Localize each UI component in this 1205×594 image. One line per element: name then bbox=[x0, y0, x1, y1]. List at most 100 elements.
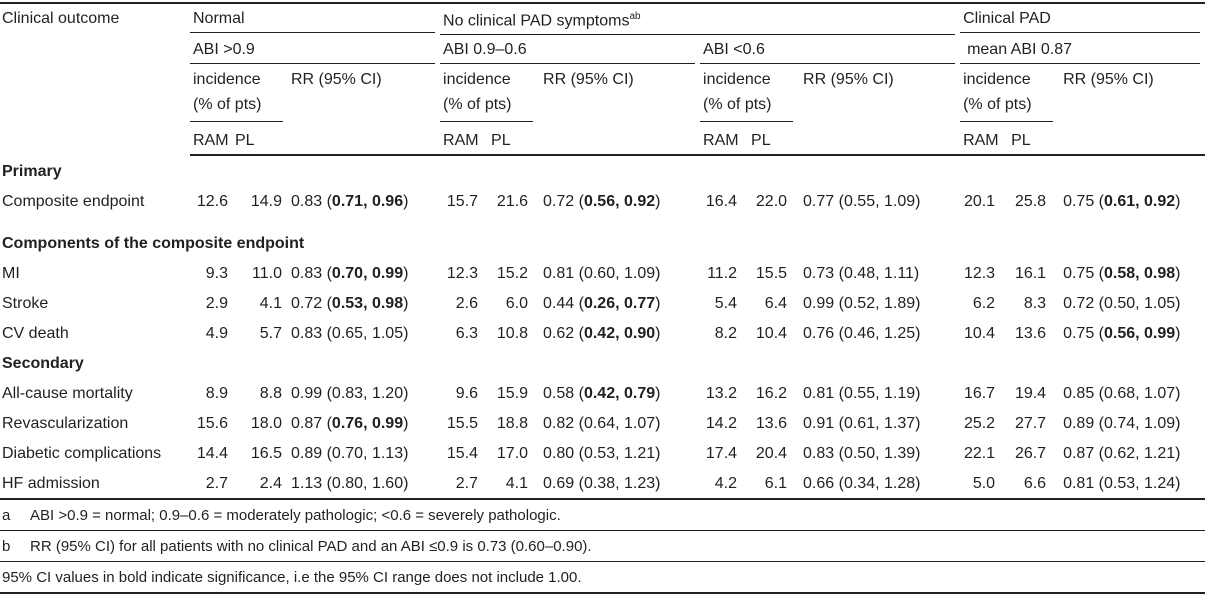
rr-text: 0.72 ( bbox=[291, 294, 332, 312]
data-row: MI 9.3 11.0 0.83 (0.70, 0.99) 12.3 15.2 0.81 (… bbox=[0, 258, 1205, 288]
rr-value: 0.83 (0.50, 1.39) bbox=[803, 444, 921, 462]
data-row: All-cause mortality 8.9 8.8 0.99 (0.83, 1.2… bbox=[0, 378, 1205, 408]
rr-text: ) bbox=[403, 294, 409, 312]
header-cell: ABI 0.9–0.6 bbox=[440, 35, 700, 65]
rr-value: 0.82 (0.64, 1.07) bbox=[543, 414, 661, 432]
header-cell bbox=[288, 126, 441, 157]
ram-value: 2.7 bbox=[455, 474, 479, 492]
header-cell: Clinical PAD bbox=[960, 3, 1205, 35]
incidence-label: incidence (% of pts) bbox=[963, 71, 1032, 114]
pl-value: 17.0 bbox=[496, 444, 529, 462]
ci-significant: 0.56, 0.92 bbox=[583, 192, 656, 210]
ci-significant: 0.58, 0.98 bbox=[1104, 264, 1176, 282]
row-label: All-cause mortality bbox=[2, 384, 133, 402]
rr-label: RR (95% CI) bbox=[1063, 71, 1154, 89]
rr-value: 0.87 (0.62, 1.21) bbox=[1063, 444, 1181, 462]
header-row: incidence (% of pts) RR (95% CI) incidence… bbox=[0, 65, 1205, 126]
rr-value: 0.75 (0.61, 0.92) bbox=[1060, 186, 1205, 216]
rr-text: 0.44 ( bbox=[543, 294, 584, 312]
header-cell: incidence (% of pts) bbox=[440, 65, 540, 126]
pl-value: 5.7 bbox=[259, 324, 282, 342]
abi-header: ABI >0.9 bbox=[190, 37, 436, 64]
footnote-text: RR (95% CI) for all patients with no cli… bbox=[30, 537, 592, 555]
ram-value: 6.3 bbox=[455, 324, 479, 342]
ram-value: 6.2 bbox=[972, 294, 996, 312]
group-header: Normal bbox=[190, 6, 436, 34]
pl-value: 16.2 bbox=[755, 384, 788, 402]
header-cell bbox=[1060, 126, 1205, 157]
rr-text: 0.87 ( bbox=[291, 414, 332, 432]
section-title: Secondary bbox=[2, 354, 84, 372]
ram-value: 12.3 bbox=[963, 264, 996, 282]
ci-significant: 0.53, 0.98 bbox=[331, 294, 404, 312]
header-row: ABI >0.9 ABI 0.9–0.6 ABI <0.6 mean ABI 0.87 bbox=[0, 35, 1205, 65]
rr-value: 0.85 (0.68, 1.07) bbox=[1063, 384, 1181, 402]
rr-value: 0.73 (0.48, 1.11) bbox=[803, 264, 920, 282]
ram-value: 5.0 bbox=[972, 474, 996, 492]
rr-label: RR (95% CI) bbox=[543, 71, 634, 89]
pl-value: 2.4 bbox=[259, 474, 282, 492]
pl-value: 20.4 bbox=[755, 444, 788, 462]
group-header: No clinical PAD symptomsab bbox=[440, 4, 956, 36]
rr-value: 1.13 (0.80, 1.60) bbox=[291, 474, 409, 492]
pl-value: 18.8 bbox=[496, 414, 529, 432]
ram-value: 14.4 bbox=[196, 444, 228, 462]
rr-value: 0.75 (0.56, 0.99) bbox=[1060, 318, 1205, 348]
ram-value: 9.6 bbox=[455, 384, 479, 402]
rr-text: ) bbox=[655, 192, 661, 210]
data-row: Diabetic complications 14.4 16.5 0.89 (0.70… bbox=[0, 438, 1205, 468]
rr-value: 0.75 (0.58, 0.98) bbox=[1060, 258, 1205, 288]
pl-header: PL bbox=[488, 126, 541, 157]
header-cell: RR (95% CI) bbox=[1060, 65, 1205, 126]
footnote-mark: a bbox=[2, 506, 11, 524]
pl-value: 10.4 bbox=[755, 324, 788, 342]
rr-value: 0.81 (0.60, 1.09) bbox=[543, 264, 661, 282]
rr-text: ) bbox=[655, 324, 661, 342]
rr-value: 0.81 (0.55, 1.19) bbox=[803, 384, 921, 402]
footnote-row: b RR (95% CI) for all patients with no cl… bbox=[0, 530, 1205, 562]
ci-significant: 0.42, 0.79 bbox=[583, 384, 656, 402]
pl-value: 6.6 bbox=[1023, 474, 1047, 492]
rr-value: 0.76 (0.46, 1.25) bbox=[803, 324, 921, 342]
rr-value: 0.72 (0.50, 1.05) bbox=[1063, 294, 1181, 312]
rr-value: 0.87 (0.76, 0.99) bbox=[288, 408, 440, 438]
pl-value: 14.9 bbox=[250, 192, 282, 210]
ram-value: 12.6 bbox=[196, 192, 228, 210]
ram-value: 5.4 bbox=[714, 294, 738, 312]
rr-text: 0.83 ( bbox=[291, 192, 332, 210]
ram-value: 22.1 bbox=[963, 444, 996, 462]
ram-value: 11.2 bbox=[707, 264, 738, 282]
ram-value: 9.3 bbox=[205, 264, 228, 282]
data-row: CV death 4.9 5.7 0.83 (0.65, 1.05) 6.3 10.8 0.… bbox=[0, 318, 1205, 348]
ram-header: RAM bbox=[700, 126, 749, 157]
abi-header: ABI 0.9–0.6 bbox=[440, 37, 696, 64]
pl-value: 8.8 bbox=[259, 384, 282, 402]
data-row: HF admission 2.7 2.4 1.13 (0.80, 1.60) 2.7 4.… bbox=[0, 468, 1205, 499]
ci-significant: 0.61, 0.92 bbox=[1104, 192, 1176, 210]
ram-value: 17.4 bbox=[705, 444, 738, 462]
pl-value: 16.5 bbox=[250, 444, 282, 462]
incidence-header: incidence (% of pts) bbox=[700, 65, 794, 123]
section: Secondary All-cause mortality 8.9 8.8 0.99 (… bbox=[0, 348, 1205, 499]
rr-text: 0.72 ( bbox=[543, 192, 584, 210]
ci-significant: 0.70, 0.99 bbox=[331, 264, 404, 282]
header-cell: RR (95% CI) bbox=[800, 65, 960, 126]
abi-label: mean ABI 0.87 bbox=[967, 40, 1073, 58]
rr-text: 0.75 ( bbox=[1063, 192, 1104, 210]
ram-header: RAM bbox=[190, 126, 232, 157]
ram-value: 2.7 bbox=[205, 474, 228, 492]
ram-value: 20.1 bbox=[963, 192, 996, 210]
pl-header: PL bbox=[232, 126, 288, 157]
ci-significant: 0.71, 0.96 bbox=[331, 192, 404, 210]
rr-value: 0.80 (0.53, 1.21) bbox=[543, 444, 661, 462]
header-cell: RR (95% CI) bbox=[288, 65, 440, 126]
row-label: Composite endpoint bbox=[2, 192, 145, 210]
incidence-header: incidence (% of pts) bbox=[440, 65, 534, 123]
ram-value: 10.4 bbox=[963, 324, 996, 342]
rr-text: ) bbox=[655, 294, 661, 312]
section: Components of the composite endpoint MI 9.… bbox=[0, 216, 1205, 348]
pl-header: PL bbox=[748, 126, 801, 157]
ram-value: 2.6 bbox=[455, 294, 479, 312]
